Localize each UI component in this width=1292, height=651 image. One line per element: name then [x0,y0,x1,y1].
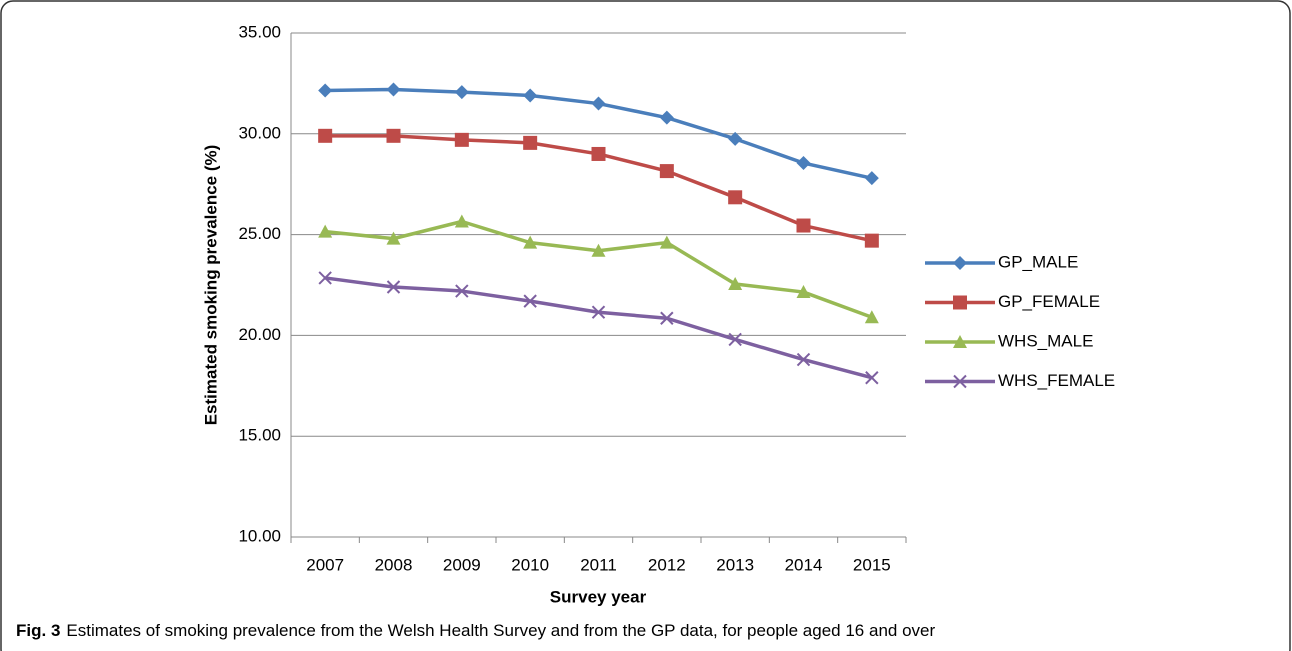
marker [523,88,538,103]
series-line [324,276,873,380]
x-tick-label: 2011 [580,555,617,574]
marker [591,243,606,257]
marker [728,332,742,347]
marker [728,276,743,290]
marker [523,294,537,308]
legend-label: WHS_FEMALE [998,371,1115,390]
x-tick-label: 2014 [785,555,823,574]
marker [953,256,967,270]
marker [660,311,674,325]
marker [659,235,674,249]
y-axis-title: Estimated smoking prevalence (%) [201,145,220,426]
x-tick-label: 2008 [375,555,413,574]
y-tick-label: 25.00 [238,224,281,243]
legend-label: GP_MALE [998,252,1078,271]
caption-text: Fig. 3 Estimates of smoking prevalence fr… [16,621,935,640]
marker [386,82,401,97]
marker [864,171,879,186]
marker [591,96,606,111]
marker [659,164,674,179]
marker [454,214,469,228]
marker [796,285,811,299]
marker [796,156,811,171]
marker [659,110,674,125]
caption: Estimates of smoking prevalence from the… [66,621,935,640]
marker [318,271,332,285]
series-line [324,219,873,319]
marker [455,284,469,298]
legend-label: GP_FEMALE [998,292,1100,311]
x-tick-label: 2010 [511,555,549,574]
marker [523,135,538,150]
x-tick-label: 2015 [853,555,891,574]
marker [591,305,606,319]
marker [386,280,401,294]
y-tick-label: 35.00 [238,22,281,41]
marker [318,224,333,238]
x-tick-label: 2007 [306,555,344,574]
marker [386,231,401,245]
marker [386,128,401,143]
caption-label: Fig. 3 [16,621,60,640]
marker [523,235,538,249]
marker [454,85,469,100]
y-tick-label: 15.00 [238,426,281,445]
x-tick-label: 2013 [716,555,754,574]
marker [953,295,967,310]
y-tick-label: 10.00 [238,526,281,545]
marker [454,132,469,147]
marker [953,335,967,348]
y-tick-label: 30.00 [238,123,281,142]
marker [796,352,811,367]
legend-label: WHS_MALE [998,331,1093,350]
marker [728,190,743,205]
x-tick-label: 2012 [648,555,686,574]
x-tick-label: 2009 [443,555,481,574]
marker [591,146,606,161]
marker [318,83,333,98]
marker [728,131,743,146]
marker [864,233,879,248]
marker [796,218,811,233]
marker [864,310,879,324]
x-axis-title: Survey year [550,587,647,606]
marker [953,374,967,389]
y-tick-label: 20.00 [238,325,281,344]
marker [318,128,333,143]
marker [865,371,879,385]
